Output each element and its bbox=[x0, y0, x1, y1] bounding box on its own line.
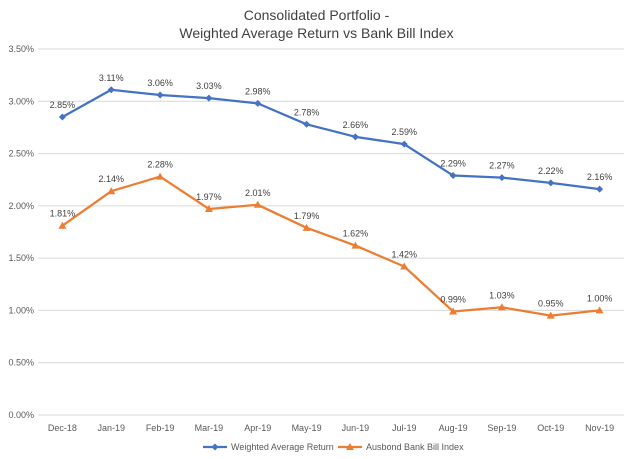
data-point-marker bbox=[205, 94, 213, 102]
y-tick-label: 0.00% bbox=[8, 410, 34, 420]
y-tick-label: 3.00% bbox=[8, 96, 34, 106]
data-label: 1.81% bbox=[50, 209, 76, 219]
data-point-marker bbox=[107, 187, 116, 195]
data-point-marker bbox=[400, 140, 408, 148]
data-label: 1.03% bbox=[489, 290, 515, 300]
data-point-marker bbox=[498, 174, 506, 182]
data-label: 2.22% bbox=[538, 166, 564, 176]
x-tick-label: Dec-18 bbox=[48, 423, 77, 433]
data-label: 1.00% bbox=[587, 293, 613, 303]
data-label: 2.01% bbox=[245, 188, 271, 198]
x-tick-label: Oct-19 bbox=[537, 423, 564, 433]
data-point-marker bbox=[107, 86, 115, 94]
data-label: 2.16% bbox=[587, 172, 613, 182]
x-axis-tick-labels: Dec-18 Jan-19 Feb-19 Mar-19 Apr-19 May-19 Jun-… bbox=[48, 423, 614, 433]
data-point-marker bbox=[302, 223, 311, 231]
y-tick-label: 2.00% bbox=[8, 201, 34, 211]
data-point-marker bbox=[400, 262, 409, 270]
data-label: 1.62% bbox=[343, 229, 369, 239]
data-point-marker bbox=[156, 172, 165, 180]
legend-item: Ausbond Bank Bill Index bbox=[338, 442, 464, 452]
series-line bbox=[61, 88, 600, 191]
y-tick-label: 0.50% bbox=[8, 358, 34, 368]
data-label: 1.97% bbox=[196, 192, 222, 202]
data-label: 2.66% bbox=[343, 120, 369, 130]
data-point-marker bbox=[497, 303, 506, 311]
x-tick-label: Jan-19 bbox=[97, 423, 125, 433]
data-label: 2.29% bbox=[440, 159, 466, 169]
legend-item: Weighted Average Return bbox=[203, 442, 334, 452]
data-point-marker bbox=[596, 185, 604, 193]
x-tick-label: May-19 bbox=[292, 423, 322, 433]
series-weighted-average-return: 2.85% 3.11% 3.06% 3.03% 2.98% 2.78% 2.66% 2.59%… bbox=[50, 73, 613, 193]
y-tick-label: 1.50% bbox=[8, 253, 34, 263]
data-label: 1.42% bbox=[391, 250, 417, 260]
data-point-marker bbox=[595, 306, 604, 314]
data-point-marker bbox=[58, 221, 67, 229]
legend-swatch-marker bbox=[346, 443, 354, 450]
x-tick-label: Aug-19 bbox=[439, 423, 468, 433]
series-ausbond-bank-bill-index: 1.81% 2.14% 2.28% 1.97% 2.01% 1.79% 1.62% 1.42%… bbox=[50, 160, 613, 319]
data-point-marker bbox=[547, 179, 555, 187]
legend-label: Ausbond Bank Bill Index bbox=[366, 442, 464, 452]
data-point-marker bbox=[351, 241, 360, 249]
y-tick-label: 1.00% bbox=[8, 305, 34, 315]
x-tick-label: Apr-19 bbox=[244, 423, 271, 433]
data-point-marker bbox=[449, 172, 457, 180]
x-tick-label: Feb-19 bbox=[146, 423, 175, 433]
series-layer: 2.85% 3.11% 3.06% 3.03% 2.98% 2.78% 2.66% 2.59%… bbox=[50, 73, 613, 319]
y-axis-tick-labels: 0.00% 0.50% 1.00% 1.50% 2.00% 2.50% 3.00% 3.50% bbox=[8, 44, 34, 420]
data-point-marker bbox=[303, 120, 311, 128]
data-point-marker bbox=[58, 113, 66, 121]
gridlines bbox=[38, 48, 624, 416]
data-label: 2.14% bbox=[98, 174, 124, 184]
legend-label: Weighted Average Return bbox=[231, 442, 334, 452]
data-label: 3.11% bbox=[99, 73, 124, 83]
data-point-marker bbox=[204, 204, 213, 212]
x-tick-label: Mar-19 bbox=[195, 423, 224, 433]
data-label: 2.28% bbox=[147, 160, 173, 170]
data-label: 3.03% bbox=[196, 81, 222, 91]
data-point-marker bbox=[546, 311, 555, 319]
chart-title-line-2: Weighted Average Return vs Bank Bill Ind… bbox=[179, 25, 453, 41]
data-point-marker bbox=[449, 307, 458, 315]
data-label: 2.85% bbox=[50, 100, 76, 110]
legend-swatch-marker bbox=[211, 443, 219, 451]
y-tick-label: 3.50% bbox=[8, 44, 34, 54]
x-tick-label: Jul-19 bbox=[392, 423, 417, 433]
chart-title-line-1: Consolidated Portfolio - bbox=[244, 7, 390, 23]
data-point-marker bbox=[254, 99, 262, 107]
data-point-marker bbox=[253, 200, 262, 208]
series-line bbox=[61, 175, 600, 317]
data-label: 2.78% bbox=[294, 107, 320, 117]
data-label: 2.98% bbox=[245, 86, 271, 96]
x-tick-label: Nov-19 bbox=[585, 423, 614, 433]
y-tick-label: 2.50% bbox=[8, 149, 34, 159]
legend: Weighted Average Return Ausbond Bank Bill… bbox=[203, 442, 464, 452]
x-tick-label: Jun-19 bbox=[342, 423, 370, 433]
data-label: 0.99% bbox=[440, 294, 466, 304]
data-label: 2.27% bbox=[489, 161, 515, 171]
data-point-marker bbox=[351, 133, 359, 141]
data-point-marker bbox=[156, 91, 164, 99]
data-label: 1.79% bbox=[294, 211, 320, 221]
x-tick-label: Sep-19 bbox=[487, 423, 516, 433]
data-label: 3.06% bbox=[147, 78, 173, 88]
data-label: 2.59% bbox=[391, 127, 417, 137]
data-label: 0.95% bbox=[538, 299, 564, 309]
